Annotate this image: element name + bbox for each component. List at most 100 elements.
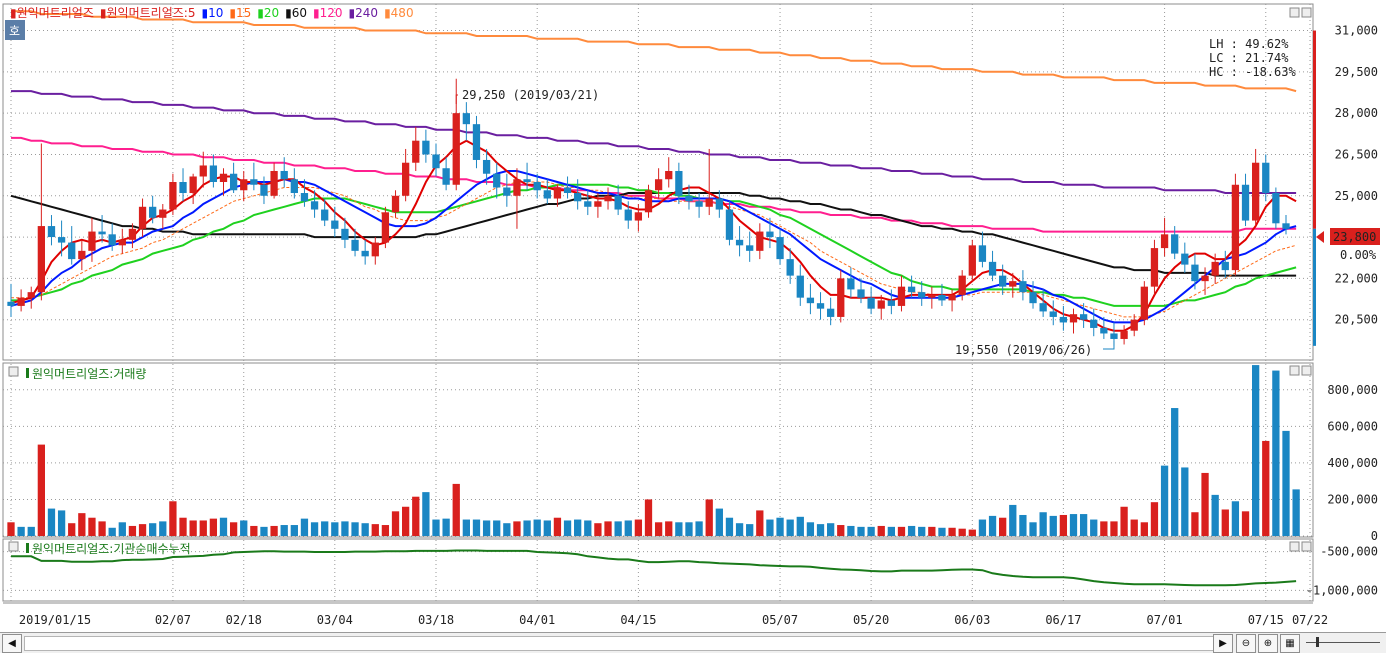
volume-bar: [37, 444, 45, 536]
chart-canvas[interactable]: 31,00029,50028,00026,50025,00023,50022,0…: [0, 0, 1386, 632]
volume-bar: [462, 519, 470, 536]
volume-bar: [988, 515, 997, 536]
volume-bar: [928, 526, 936, 536]
ma120-line: [11, 136, 1297, 233]
candle-body: [665, 170, 673, 180]
volume-bar: [887, 526, 895, 536]
scroll-left-button[interactable]: ◀: [2, 634, 22, 653]
volume-bar: [644, 499, 653, 536]
candle-body: [381, 212, 390, 243]
volume-bar: [756, 510, 764, 536]
candle-body: [847, 278, 855, 290]
price-panel-minimize-icon[interactable]: [1289, 7, 1300, 18]
net-legend-close-icon[interactable]: [8, 541, 19, 552]
candle-body: [240, 179, 248, 191]
volume-bar: [999, 517, 1007, 536]
legend-swatch: ▮: [313, 6, 320, 20]
volume-bar: [482, 520, 491, 536]
volume-bar: [159, 521, 167, 536]
low-annotation-pointer: [1103, 341, 1115, 350]
volume-bar: [604, 521, 612, 536]
volume-bar: [422, 492, 430, 536]
candle-body: [1049, 311, 1057, 317]
volume-legend-close-icon[interactable]: [8, 366, 19, 377]
candle-body: [837, 278, 845, 317]
x-tick-label: 07/22: [1292, 613, 1328, 627]
candle-body: [563, 187, 572, 194]
net-panel-minimize-icon[interactable]: [1289, 541, 1300, 552]
ma60-line: [10, 192, 1297, 277]
volume-bar: [432, 519, 440, 536]
candle-body: [857, 289, 865, 298]
candle-body: [634, 212, 643, 221]
candle-body: [1019, 281, 1027, 293]
candle-body: [78, 250, 86, 260]
candle-body: [1171, 234, 1179, 254]
price-tick-label: 26,500: [1335, 147, 1378, 161]
ma480-line: [11, 10, 1297, 93]
price-tick-label: 20,500: [1335, 313, 1378, 327]
candle-body: [513, 179, 521, 196]
volume-bar: [1039, 512, 1047, 536]
volume-bar: [827, 523, 835, 536]
scrollbar[interactable]: ◀ ▶ ⊖ ⊕ ▦: [0, 632, 1386, 653]
candle-body: [462, 113, 470, 125]
volume-bar: [1272, 370, 1280, 536]
volume-bar: [250, 525, 258, 536]
volume-bar: [948, 527, 956, 536]
volume-tick-label: 800,000: [1327, 383, 1378, 397]
volume-panel-maximize-icon[interactable]: [1301, 365, 1312, 376]
candle-body: [300, 193, 309, 202]
candle-body: [209, 165, 218, 182]
price-panel-maximize-icon[interactable]: [1301, 7, 1312, 18]
volume-bar: [1252, 365, 1260, 536]
candle-body: [371, 242, 379, 257]
candle-body: [918, 292, 926, 298]
zoom-slider-track[interactable]: [1306, 642, 1380, 643]
volume-bar: [219, 517, 228, 536]
volume-bar: [746, 524, 754, 536]
scroll-track[interactable]: [24, 636, 1216, 651]
volume-bar: [493, 520, 501, 536]
current-price-pointer: [1316, 231, 1324, 243]
volume-bar: [280, 525, 288, 536]
candle-body: [128, 228, 137, 240]
volume-bar: [543, 520, 551, 536]
grid-toggle-icon[interactable]: ▦: [1280, 634, 1300, 653]
scroll-right-button[interactable]: ▶: [1213, 634, 1233, 653]
volume-bar: [897, 526, 906, 536]
candle-body: [574, 193, 582, 202]
volume-bar: [472, 519, 481, 536]
volume-bar: [978, 519, 987, 536]
candle-body: [705, 198, 713, 207]
candle-body: [1221, 261, 1229, 271]
volume-bar: [412, 496, 420, 536]
high-annotation: 29,250 (2019/03/21): [462, 88, 599, 102]
zoom-in-icon[interactable]: ⊕: [1258, 634, 1278, 653]
grid-lines: [3, 4, 1313, 604]
candle-body: [604, 195, 612, 202]
zoom-slider-thumb[interactable]: [1316, 637, 1319, 647]
volume-bar: [1049, 515, 1057, 536]
volume-bar: [574, 519, 582, 536]
volume-bar: [361, 523, 369, 536]
candle-body: [1140, 286, 1148, 320]
current-change: 0.00%: [1340, 248, 1377, 262]
candle-body: [321, 209, 329, 221]
current-price: 23,800: [1333, 230, 1376, 244]
candle-body: [988, 261, 997, 276]
volume-bar: [402, 506, 410, 536]
volume-bar: [331, 522, 339, 536]
volume-bar: [735, 523, 744, 536]
candle-body: [776, 237, 784, 260]
net-legend-swatch: [26, 543, 29, 553]
net-panel-maximize-icon[interactable]: [1301, 541, 1312, 552]
volume-tick-label: 0: [1371, 529, 1378, 543]
volume-panel-frame: [2, 362, 1314, 538]
volume-panel-minimize-icon[interactable]: [1289, 365, 1300, 376]
volume-bar: [847, 525, 855, 536]
zoom-out-icon[interactable]: ⊖: [1236, 634, 1256, 653]
legend-item: 원익머트리얼즈: [17, 6, 94, 20]
candle-body: [169, 182, 177, 210]
candle-body: [1262, 162, 1270, 194]
